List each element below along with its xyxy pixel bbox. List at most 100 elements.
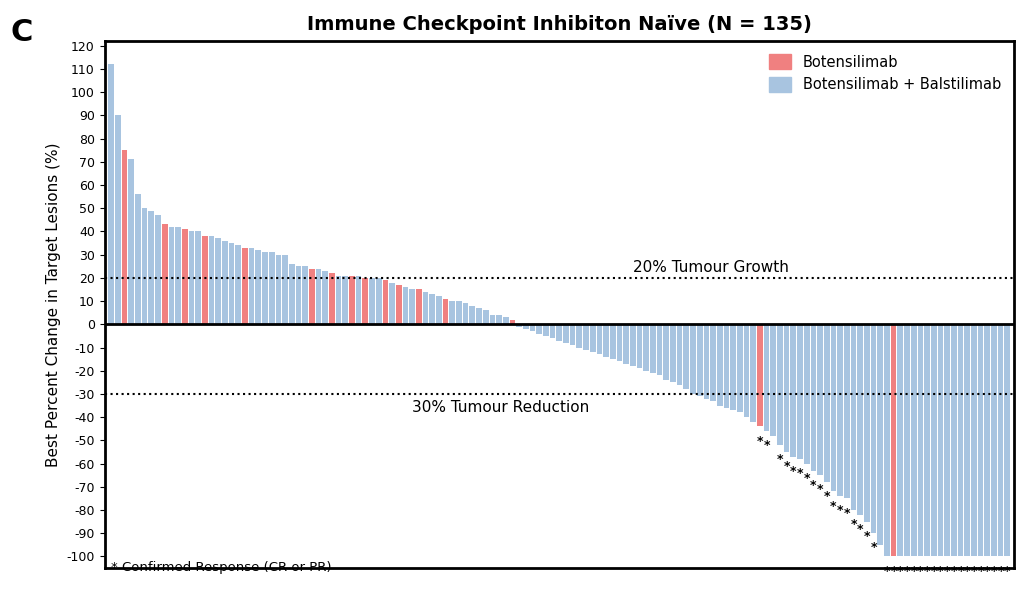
Bar: [824, 324, 829, 482]
Bar: [838, 324, 843, 496]
Bar: [335, 276, 342, 324]
Bar: [456, 301, 462, 324]
Bar: [236, 246, 241, 324]
Bar: [303, 266, 308, 324]
Bar: [710, 324, 716, 401]
Bar: [891, 324, 896, 556]
Bar: [590, 324, 596, 352]
Bar: [844, 324, 850, 498]
Bar: [450, 301, 455, 324]
Bar: [249, 248, 254, 324]
Bar: [356, 276, 361, 324]
Bar: [396, 285, 401, 324]
Bar: [142, 208, 147, 324]
Text: *: *: [777, 453, 783, 466]
Bar: [316, 269, 321, 324]
Text: *: *: [810, 479, 817, 492]
Bar: [129, 160, 134, 324]
Bar: [683, 324, 689, 389]
Bar: [871, 324, 877, 533]
Bar: [309, 269, 315, 324]
Text: *: *: [930, 565, 937, 578]
Bar: [797, 324, 803, 459]
Text: *: *: [830, 499, 837, 512]
Text: *: *: [951, 565, 957, 578]
Text: *: *: [957, 565, 964, 578]
Bar: [1004, 324, 1010, 556]
Bar: [463, 304, 468, 324]
Bar: [503, 317, 508, 324]
Text: *: *: [937, 565, 944, 578]
Text: *: *: [857, 523, 863, 535]
Bar: [262, 253, 268, 324]
Bar: [543, 324, 548, 336]
Bar: [804, 324, 810, 464]
Bar: [830, 324, 837, 492]
Bar: [148, 211, 154, 324]
Bar: [135, 195, 141, 324]
Title: Immune Checkpoint Inhibiton Naïve (N = 135): Immune Checkpoint Inhibiton Naïve (N = 1…: [307, 15, 812, 34]
Bar: [985, 324, 990, 556]
Bar: [864, 324, 870, 522]
Bar: [155, 215, 161, 324]
Bar: [971, 324, 977, 556]
Bar: [383, 280, 388, 324]
Bar: [757, 324, 762, 426]
Bar: [576, 324, 582, 347]
Bar: [423, 292, 428, 324]
Bar: [583, 324, 589, 350]
Bar: [570, 324, 575, 345]
Bar: [376, 278, 382, 324]
Text: *: *: [871, 541, 877, 554]
Bar: [188, 231, 194, 324]
Text: * Confirmed Response (CR or PR): * Confirmed Response (CR or PR): [111, 561, 331, 574]
Bar: [924, 324, 930, 556]
Bar: [215, 238, 221, 324]
Legend: Botensilimab, Botensilimab + Balstilimab: Botensilimab, Botensilimab + Balstilimab: [764, 49, 1006, 98]
Bar: [897, 324, 903, 556]
Bar: [664, 324, 669, 380]
Bar: [817, 324, 823, 475]
Bar: [490, 315, 495, 324]
Bar: [937, 324, 944, 556]
Text: *: *: [884, 565, 890, 578]
Bar: [209, 236, 214, 324]
Text: *: *: [924, 565, 930, 578]
Bar: [557, 324, 562, 340]
Bar: [964, 324, 970, 556]
Text: *: *: [991, 565, 997, 578]
Bar: [697, 324, 703, 396]
Bar: [175, 227, 181, 324]
Bar: [202, 236, 208, 324]
Bar: [549, 324, 556, 338]
Bar: [777, 324, 783, 445]
Bar: [343, 276, 348, 324]
Bar: [496, 315, 502, 324]
Text: *: *: [823, 490, 830, 503]
Bar: [349, 276, 355, 324]
Bar: [643, 324, 649, 371]
Bar: [723, 324, 730, 408]
Bar: [429, 294, 435, 324]
Bar: [228, 243, 235, 324]
Text: *: *: [844, 506, 850, 519]
Bar: [115, 116, 120, 324]
Bar: [536, 324, 542, 334]
Bar: [991, 324, 997, 556]
Text: *: *: [903, 565, 911, 578]
Text: *: *: [964, 565, 970, 578]
Bar: [289, 264, 294, 324]
Text: *: *: [756, 435, 764, 448]
Bar: [717, 324, 722, 406]
Bar: [369, 278, 375, 324]
Text: 20% Tumour Growth: 20% Tumour Growth: [633, 260, 788, 275]
Text: *: *: [790, 465, 796, 478]
Bar: [169, 227, 174, 324]
Bar: [918, 324, 923, 556]
Bar: [597, 324, 602, 355]
Bar: [483, 310, 489, 324]
Bar: [911, 324, 917, 556]
Bar: [978, 324, 984, 556]
Text: *: *: [970, 565, 978, 578]
Bar: [410, 289, 415, 324]
